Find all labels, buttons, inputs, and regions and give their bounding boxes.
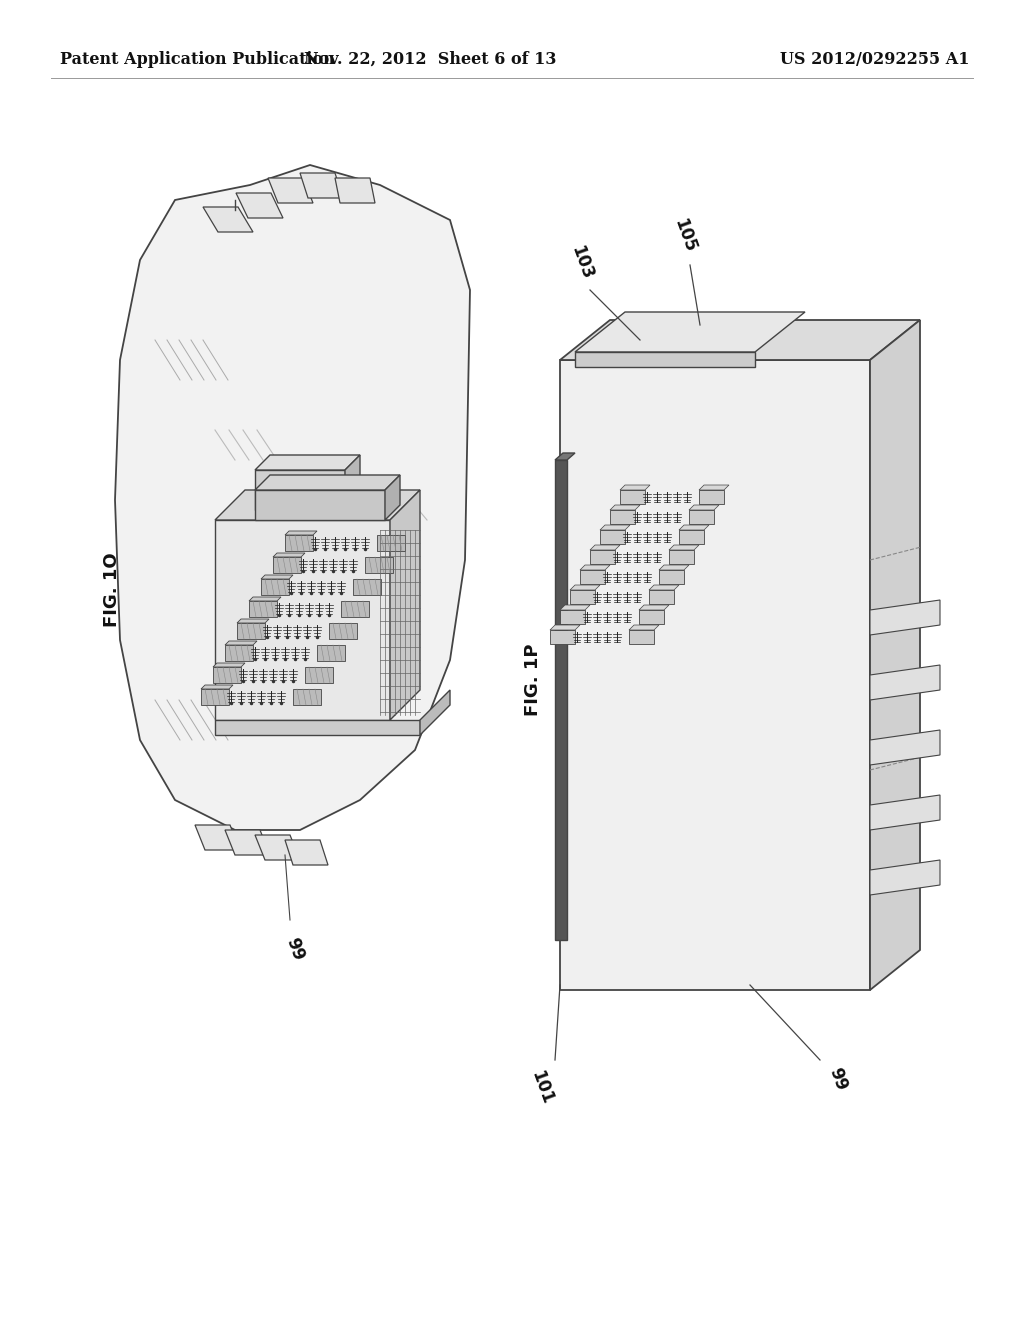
Bar — [329, 623, 357, 639]
Polygon shape — [870, 861, 940, 895]
Text: 105: 105 — [671, 216, 699, 255]
Polygon shape — [570, 585, 600, 590]
Bar — [377, 535, 406, 550]
Polygon shape — [285, 840, 328, 865]
Polygon shape — [215, 490, 420, 520]
Polygon shape — [201, 685, 233, 689]
Polygon shape — [335, 178, 375, 203]
Polygon shape — [255, 455, 360, 470]
Polygon shape — [215, 520, 390, 719]
Bar — [365, 557, 393, 573]
Polygon shape — [115, 165, 470, 830]
Text: FIG. 1O: FIG. 1O — [103, 553, 121, 627]
Text: FIG. 1P: FIG. 1P — [524, 644, 542, 717]
Bar — [273, 557, 301, 573]
Polygon shape — [600, 525, 630, 531]
Bar — [293, 689, 321, 705]
Bar — [341, 601, 369, 616]
Bar — [689, 510, 714, 524]
Bar — [679, 531, 705, 544]
Polygon shape — [580, 565, 610, 570]
Polygon shape — [870, 319, 920, 990]
Polygon shape — [385, 475, 400, 520]
Polygon shape — [669, 545, 699, 550]
Bar — [560, 610, 585, 624]
Text: Nov. 22, 2012  Sheet 6 of 13: Nov. 22, 2012 Sheet 6 of 13 — [304, 51, 556, 69]
Polygon shape — [639, 605, 669, 610]
Polygon shape — [255, 836, 300, 861]
Polygon shape — [255, 490, 385, 520]
Bar — [201, 689, 229, 705]
Bar — [610, 510, 635, 524]
Polygon shape — [420, 690, 450, 735]
Polygon shape — [560, 319, 920, 360]
Bar — [305, 667, 333, 682]
Text: 99: 99 — [825, 1065, 850, 1093]
Bar — [580, 570, 605, 583]
Bar — [629, 630, 654, 644]
Text: 101: 101 — [527, 1068, 556, 1106]
Bar — [317, 645, 345, 661]
Bar — [550, 630, 575, 644]
Text: US 2012/0292255 A1: US 2012/0292255 A1 — [780, 51, 970, 69]
Polygon shape — [203, 207, 253, 232]
Bar — [261, 579, 289, 595]
Bar — [649, 590, 674, 605]
Polygon shape — [390, 490, 420, 719]
Bar — [620, 490, 645, 504]
Polygon shape — [870, 665, 940, 700]
Polygon shape — [689, 506, 719, 510]
Polygon shape — [225, 642, 257, 645]
Polygon shape — [345, 455, 360, 510]
Bar — [639, 610, 664, 624]
Polygon shape — [550, 624, 580, 630]
Bar — [600, 531, 625, 544]
Bar — [285, 535, 313, 550]
Bar — [249, 601, 278, 616]
Bar — [570, 590, 595, 605]
Polygon shape — [629, 624, 659, 630]
Text: Patent Application Publication: Patent Application Publication — [60, 51, 335, 69]
Bar — [353, 579, 381, 595]
Bar — [659, 570, 684, 583]
Polygon shape — [649, 585, 679, 590]
Polygon shape — [215, 719, 420, 735]
Polygon shape — [249, 597, 281, 601]
Polygon shape — [620, 484, 650, 490]
Polygon shape — [213, 663, 245, 667]
Bar — [699, 490, 724, 504]
Bar — [237, 623, 265, 639]
Polygon shape — [255, 470, 345, 510]
Polygon shape — [699, 484, 729, 490]
Polygon shape — [255, 475, 400, 490]
Polygon shape — [261, 576, 293, 579]
Polygon shape — [575, 312, 805, 352]
Polygon shape — [610, 506, 640, 510]
Polygon shape — [225, 830, 270, 855]
Polygon shape — [590, 545, 620, 550]
Polygon shape — [555, 453, 575, 459]
Bar — [225, 645, 253, 661]
Polygon shape — [268, 178, 313, 203]
Polygon shape — [560, 360, 870, 990]
Polygon shape — [870, 730, 940, 766]
Polygon shape — [870, 795, 940, 830]
Polygon shape — [870, 601, 940, 635]
Polygon shape — [195, 825, 240, 850]
Polygon shape — [285, 531, 317, 535]
Bar — [590, 550, 615, 564]
Polygon shape — [237, 619, 269, 623]
Bar — [669, 550, 694, 564]
Polygon shape — [273, 553, 305, 557]
Polygon shape — [236, 193, 283, 218]
Polygon shape — [300, 173, 343, 198]
Polygon shape — [679, 525, 709, 531]
Polygon shape — [560, 605, 590, 610]
Text: 103: 103 — [567, 243, 596, 282]
Text: 99: 99 — [283, 935, 307, 964]
Polygon shape — [659, 565, 689, 570]
Polygon shape — [575, 352, 755, 367]
Polygon shape — [555, 459, 567, 940]
Bar — [213, 667, 241, 682]
